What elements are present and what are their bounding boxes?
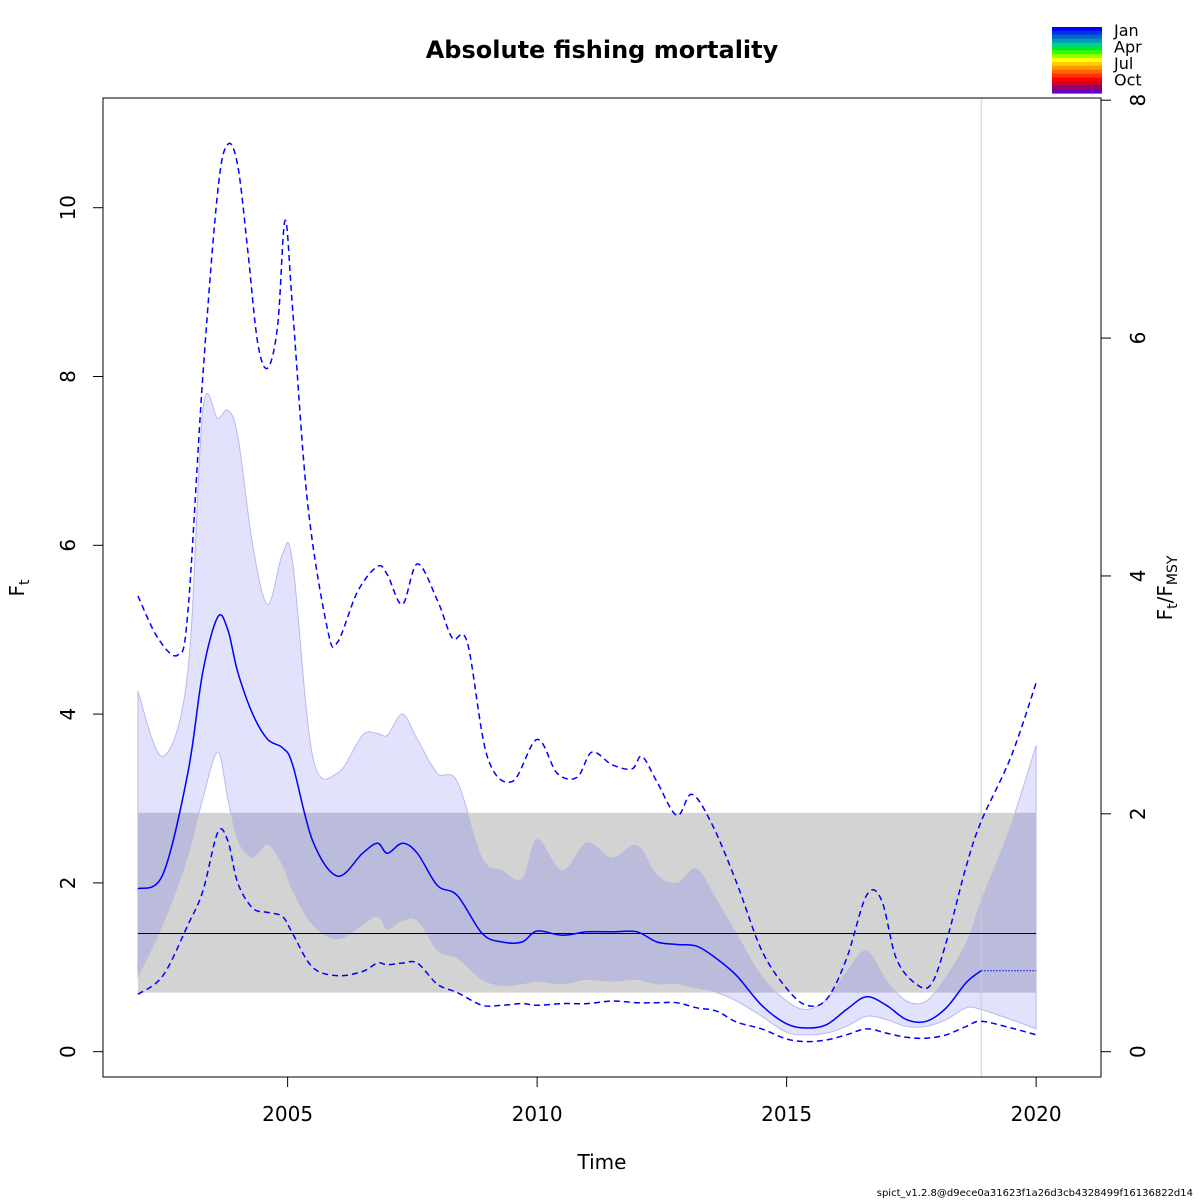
legend-swatch — [1052, 61, 1102, 67]
lower-bound-line — [137, 828, 1037, 1043]
y-axis-title-main: F — [5, 585, 29, 597]
x-axis: 2005 2010 2015 2020 — [262, 1076, 1062, 1126]
y-axis-left: 0 2 4 6 8 10 — [56, 195, 103, 1058]
y2-axis-title: Ft/FMSY — [1153, 555, 1181, 620]
x-axis-title: Time — [577, 1150, 627, 1174]
estimate-line — [137, 614, 982, 1029]
version-footer: spict_v1.2.8@d9ece0a31623f1a26d3cb432849… — [877, 1188, 1193, 1199]
legend-swatch — [1052, 34, 1102, 40]
y2-axis-title-sub1: t — [1165, 603, 1181, 609]
y-tick-label: 0 — [56, 1045, 80, 1058]
upper-bound-line — [137, 142, 1037, 1008]
legend-swatch — [1052, 30, 1102, 36]
legend-swatch — [1052, 58, 1102, 63]
y-tick-label: 8 — [56, 370, 80, 383]
y-axis-title-sub: t — [17, 579, 33, 585]
y2-axis-title-sep: /F — [1153, 585, 1177, 603]
y-axis-right: 0 2 4 6 8 — [1101, 94, 1150, 1058]
legend-swatch — [1052, 65, 1102, 71]
x-tick-label: 2005 — [262, 1102, 313, 1126]
legend-label: Oct — [1114, 71, 1142, 90]
legend-swatch — [1052, 81, 1102, 86]
y-tick-label: 2 — [56, 877, 80, 890]
y2-tick-label: 0 — [1126, 1045, 1150, 1058]
y2-axis-title-sub2: MSY — [1165, 555, 1181, 585]
y2-axis-title-main: F — [1153, 609, 1177, 621]
x-tick-label: 2010 — [512, 1102, 563, 1126]
legend-swatch — [1052, 46, 1102, 51]
legend-label: Apr — [1114, 38, 1142, 57]
legend-label: Jan — [1113, 21, 1139, 40]
legend-swatch — [1052, 73, 1102, 79]
y-axis-title: Ft — [5, 579, 33, 597]
y-tick-label: 10 — [56, 195, 80, 220]
legend-swatch — [1052, 77, 1102, 82]
y-tick-label: 6 — [56, 539, 80, 552]
y2-tick-label: 6 — [1126, 332, 1150, 345]
y2-tick-label: 4 — [1126, 570, 1150, 583]
plot-area — [137, 98, 1037, 1077]
y2-tick-label: 8 — [1126, 94, 1150, 107]
chart-title: Absolute fishing mortality — [426, 36, 779, 64]
legend-swatch — [1052, 38, 1102, 44]
legend-swatch — [1052, 54, 1102, 59]
legend-swatch — [1052, 69, 1102, 75]
y2-tick-label: 2 — [1126, 807, 1150, 820]
legend-swatch — [1052, 27, 1102, 32]
legend-swatch — [1052, 89, 1102, 94]
y-tick-label: 4 — [56, 708, 80, 721]
legend-swatch — [1052, 85, 1102, 90]
x-tick-label: 2015 — [761, 1102, 812, 1126]
x-tick-label: 2020 — [1011, 1102, 1062, 1126]
legend-swatch — [1052, 42, 1102, 48]
legend-label: Jul — [1113, 54, 1133, 73]
legend-swatch — [1052, 50, 1102, 55]
